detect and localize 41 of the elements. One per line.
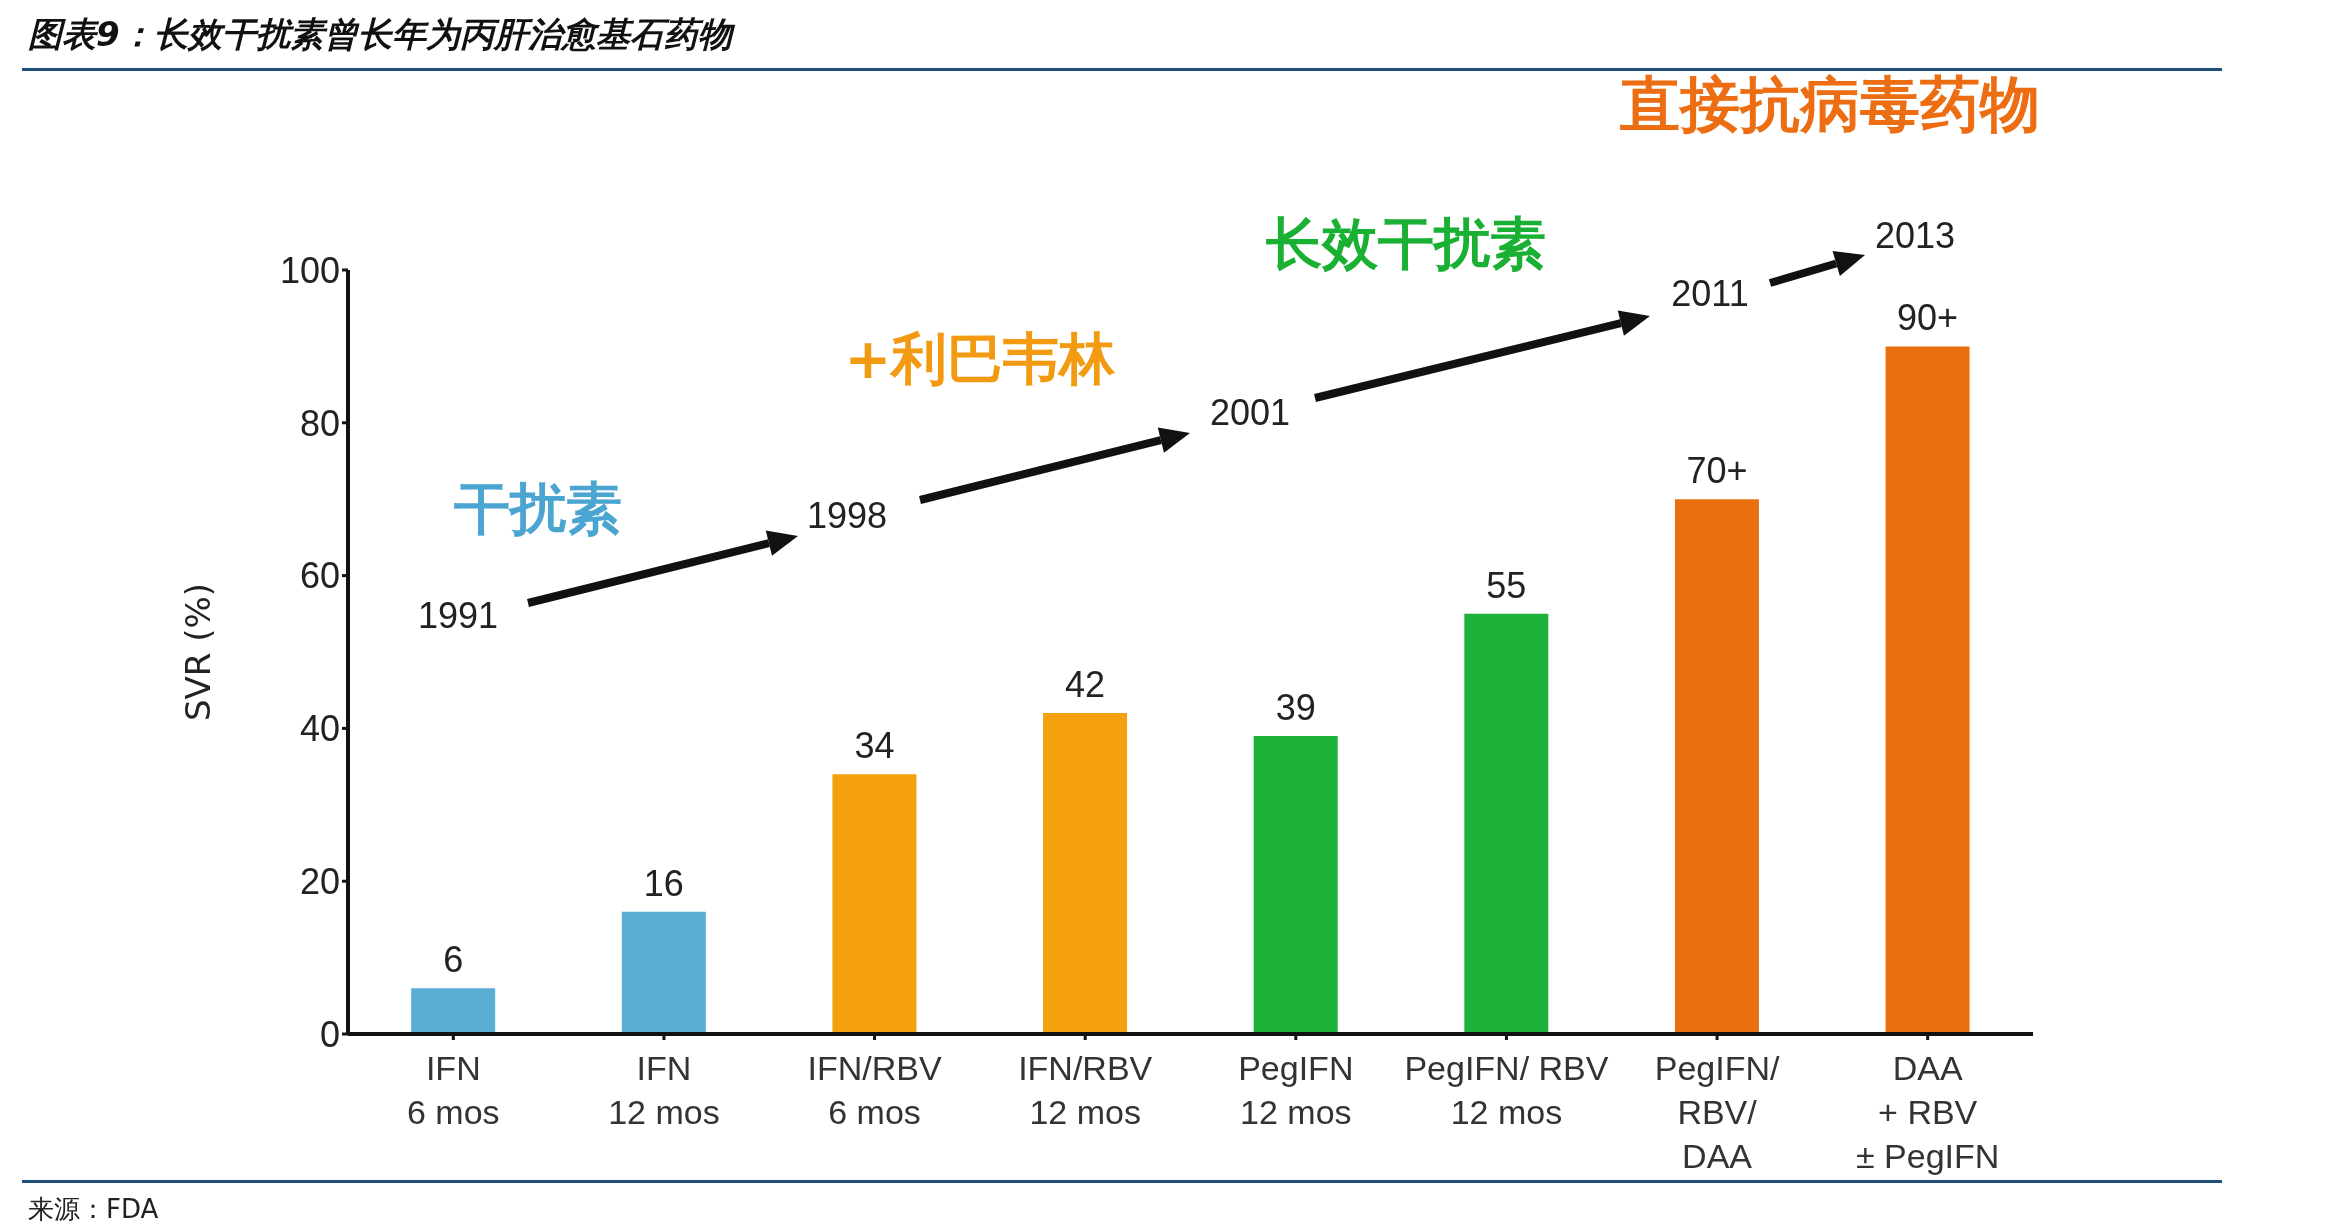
y-axis-title: SVR (%) bbox=[178, 582, 219, 722]
y-tick-label: 0 bbox=[319, 1013, 340, 1055]
annotation: 2011 bbox=[1671, 272, 1749, 314]
annotation: 长效干扰素 bbox=[1265, 211, 1546, 277]
x-tick-label: IFN 6 mos bbox=[407, 1049, 500, 1131]
bar bbox=[411, 988, 496, 1034]
data-label: 90+ bbox=[1897, 297, 1959, 339]
text: 2013 bbox=[1874, 214, 1956, 256]
data-label: 70+ bbox=[1686, 450, 1748, 492]
annotation: 干扰素 bbox=[454, 476, 622, 542]
bar bbox=[621, 911, 706, 1034]
data-label: 42 bbox=[1065, 664, 1106, 706]
data-label: 55 bbox=[1486, 564, 1527, 606]
bar bbox=[1885, 346, 1970, 1034]
x-tick-label: PegIFN 12 mos bbox=[1238, 1049, 1354, 1131]
x-tick-label: PegIFN/ RBV/ DAA bbox=[1654, 1049, 1780, 1175]
y-tick-label: 20 bbox=[299, 860, 340, 902]
bar bbox=[1043, 713, 1128, 1034]
source-note: 来源：FDA bbox=[28, 1193, 159, 1226]
bar bbox=[1674, 499, 1759, 1034]
x-tick-label: PegIFN/ RBV 12 mos bbox=[1404, 1049, 1609, 1131]
annotation: 1991 bbox=[417, 594, 499, 636]
bar bbox=[1464, 613, 1549, 1034]
x-tick-label: IFN/RBV 12 mos bbox=[1018, 1049, 1153, 1131]
bar bbox=[1253, 736, 1338, 1034]
annotation: 2001 bbox=[1209, 391, 1291, 433]
x-tick-label: IFN/RBV 6 mos bbox=[807, 1049, 942, 1131]
data-label: 39 bbox=[1275, 687, 1316, 729]
annotation: +利巴韦林 bbox=[844, 326, 1117, 392]
y-tick-label: 60 bbox=[299, 555, 340, 597]
text: 直接抗病毒药物 bbox=[1619, 68, 2040, 139]
x-tick-label: IFN 12 mos bbox=[608, 1049, 720, 1131]
annotation: 1998 bbox=[806, 494, 888, 536]
y-tick-label: 80 bbox=[299, 402, 340, 444]
x-tick-label: DAA + RBV ± PegIFN bbox=[1856, 1049, 2000, 1175]
data-label: 6 bbox=[443, 939, 464, 981]
y-tick-label: 100 bbox=[279, 249, 340, 291]
data-label: 16 bbox=[643, 862, 684, 904]
y-tick-label: 40 bbox=[299, 708, 340, 750]
bar bbox=[832, 774, 917, 1034]
data-label: 34 bbox=[854, 725, 895, 767]
